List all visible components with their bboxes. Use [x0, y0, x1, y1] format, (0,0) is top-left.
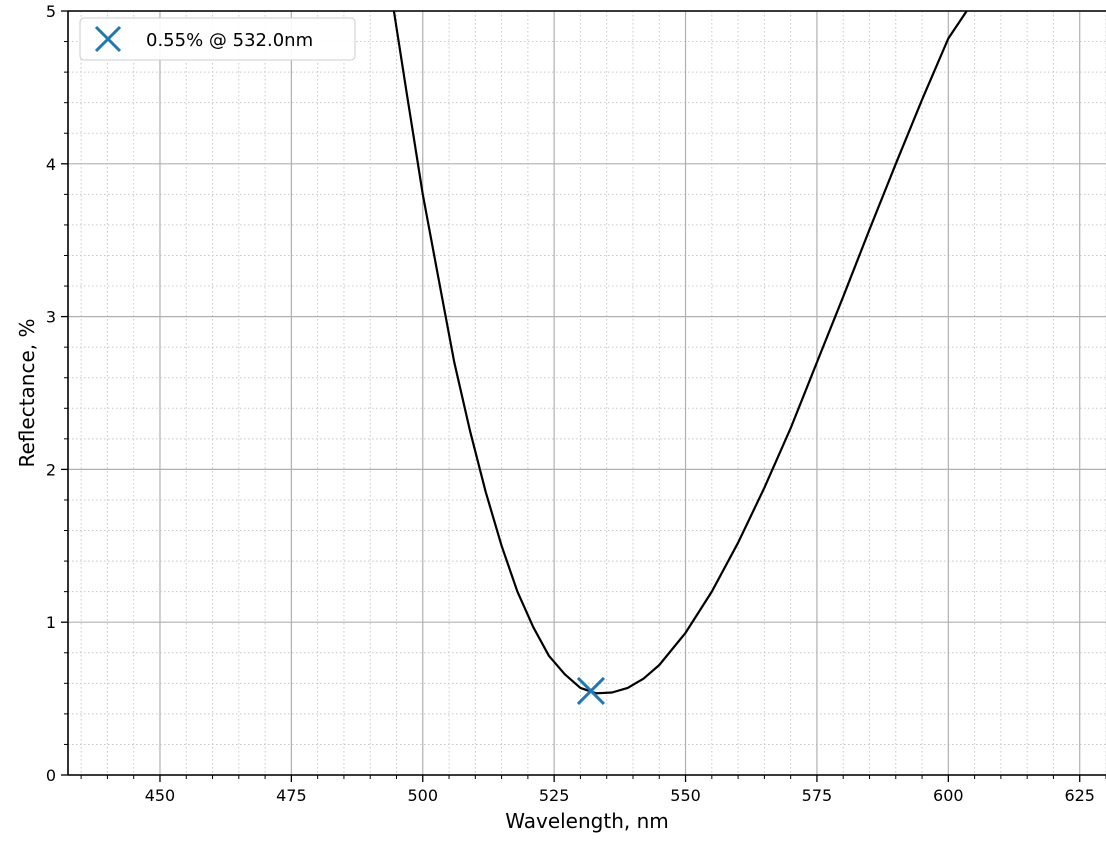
- x-tick-label: 475: [276, 786, 307, 805]
- y-axis-label: Reflectance, %: [15, 319, 39, 468]
- ticks-layer: 450 475 500 525 550 575 600 625 0 1 2 3 4 5: [46, 2, 1106, 805]
- x-tick-label: 575: [802, 786, 833, 805]
- x-tick-label: 450: [145, 786, 176, 805]
- reflectance-curve: [392, 10, 968, 695]
- x-tick-label: 525: [539, 786, 570, 805]
- minor-grid: [68, 11, 1106, 775]
- x-tick-label: 625: [1064, 786, 1095, 805]
- axes-layer: [67, 10, 1106, 776]
- x-axis-label: Wavelength, nm: [505, 809, 669, 833]
- x-tick-label: 550: [670, 786, 701, 805]
- y-tick-label: 4: [46, 155, 56, 174]
- y-tick-label: 1: [46, 613, 56, 632]
- legend-frame: [79, 17, 356, 61]
- y-tick-label: 2: [46, 460, 56, 479]
- y-tick-label: 3: [46, 308, 56, 327]
- marker-stroke: [576, 676, 606, 706]
- series-layer: [392, 10, 968, 706]
- y-tick-label: 0: [46, 766, 56, 785]
- x-tick-label: 500: [407, 786, 438, 805]
- legend-label: 0.55% @ 532.0nm: [146, 30, 313, 51]
- major-grid: [68, 10, 1106, 776]
- legend: 0.55% @ 532.0nm: [79, 17, 356, 61]
- x-tick-label: 600: [933, 786, 964, 805]
- minimum-marker: [576, 676, 606, 706]
- marker-stroke: [94, 25, 122, 53]
- y-tick-label: 5: [46, 2, 56, 21]
- legend-marker-icon: [94, 25, 122, 53]
